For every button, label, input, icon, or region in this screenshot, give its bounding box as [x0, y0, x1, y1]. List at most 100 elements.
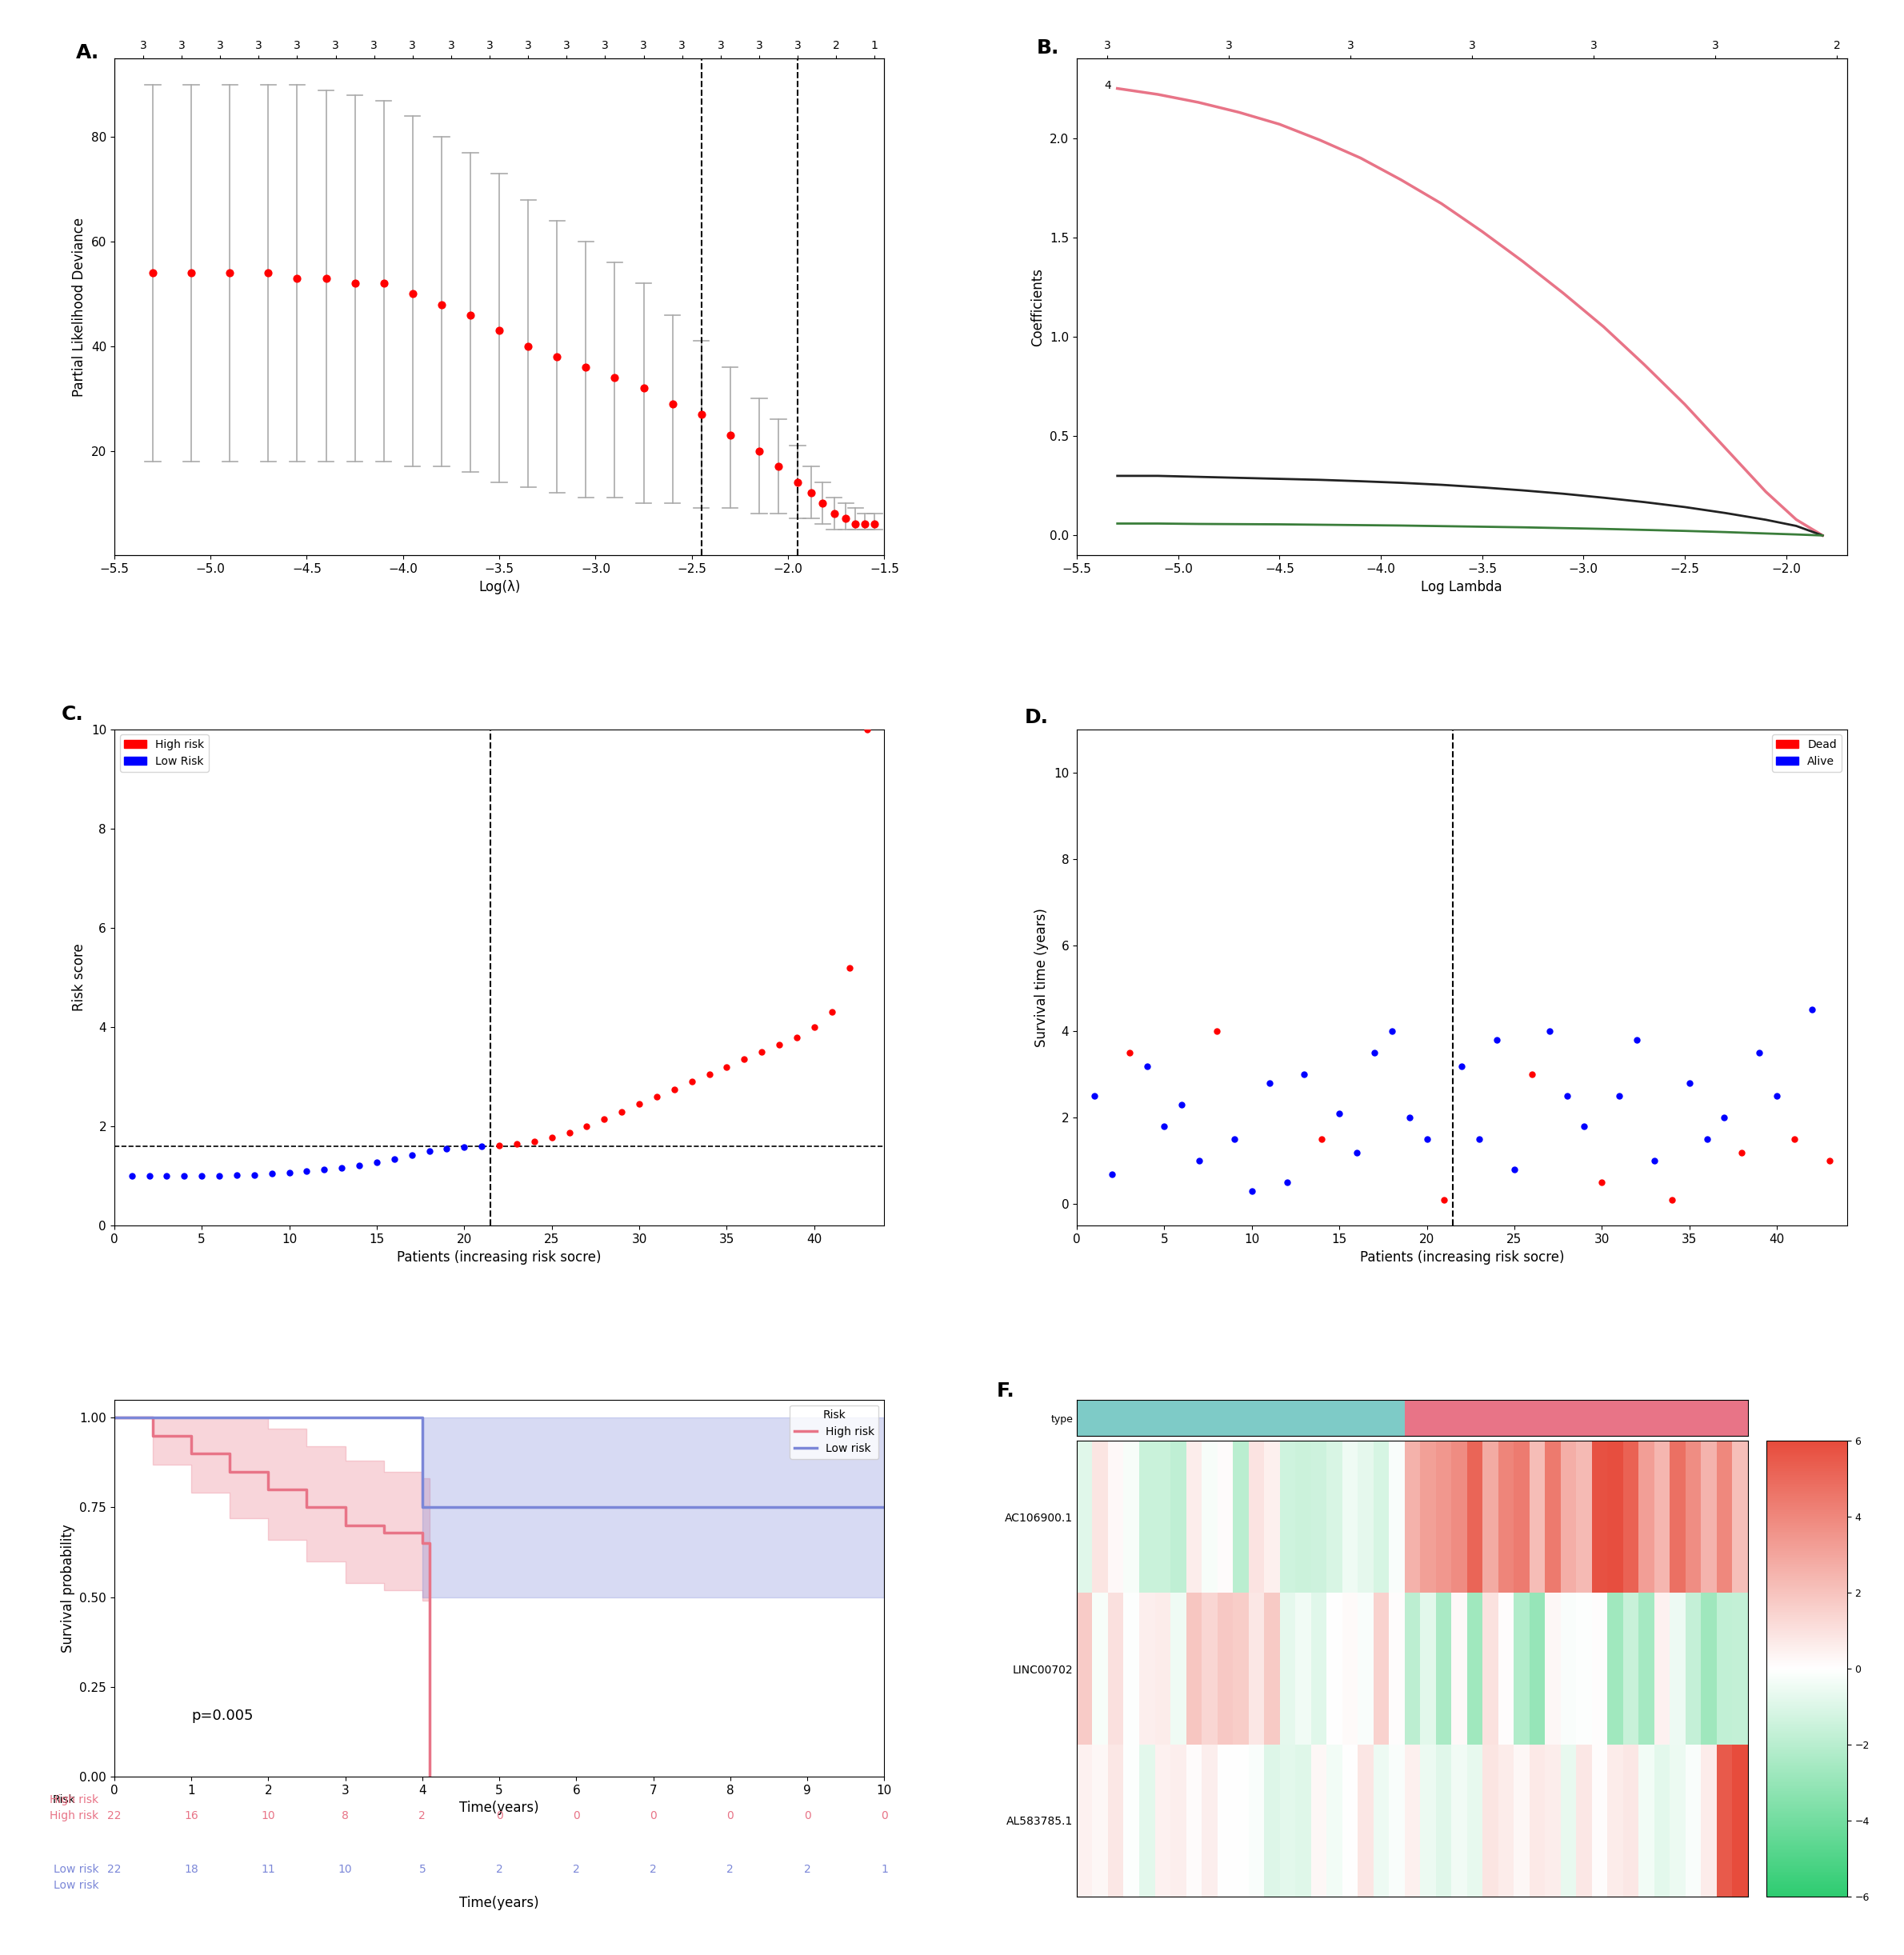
Low Risk: [187, 1161, 217, 1193]
Dead: [1727, 1136, 1757, 1167]
Point: [426, 289, 457, 321]
Legend: Dead, Alive: Dead, Alive: [1773, 735, 1841, 772]
Low risk: [642, 1496, 664, 1519]
Low Risk: [413, 1136, 444, 1167]
Low risk: [103, 1406, 126, 1429]
Low risk: [487, 1496, 510, 1519]
Point: [455, 299, 486, 330]
Text: 2: 2: [803, 1863, 811, 1875]
Text: 4: 4: [1104, 80, 1112, 90]
Low Risk: [466, 1130, 497, 1161]
Text: Low risk: Low risk: [53, 1863, 99, 1875]
High risk: [103, 1406, 126, 1429]
Low Risk: [326, 1151, 356, 1183]
Line: High risk: High risk: [114, 1417, 430, 1777]
Low Risk: [152, 1161, 183, 1193]
Alive: [1255, 1067, 1285, 1099]
High risk: [411, 1531, 434, 1554]
Y-axis label: Risk score: Risk score: [72, 944, 86, 1011]
High risk: [764, 1028, 794, 1060]
Y-axis label: Survival time (years): Survival time (years): [1034, 907, 1049, 1048]
Dead: [1778, 1124, 1809, 1155]
High risk: [373, 1521, 396, 1544]
Line: Low risk: Low risk: [114, 1417, 883, 1507]
Low risk: [179, 1406, 202, 1429]
Low Risk: [221, 1159, 251, 1191]
Point: [600, 362, 630, 393]
High risk: [554, 1116, 585, 1148]
Alive: [1289, 1060, 1319, 1091]
Low Risk: [240, 1159, 270, 1191]
Point: [716, 420, 746, 452]
Low Risk: [274, 1157, 305, 1189]
High risk: [295, 1496, 318, 1519]
Text: F.: F.: [996, 1382, 1015, 1400]
High risk: [607, 1097, 638, 1128]
Text: High risk: High risk: [50, 1795, 99, 1804]
High risk: [817, 997, 847, 1028]
Point: [840, 508, 870, 540]
Alive: [1377, 1017, 1407, 1048]
Low Risk: [133, 1161, 164, 1193]
Text: 0: 0: [803, 1810, 811, 1822]
Point: [137, 258, 168, 289]
Point: [571, 352, 602, 383]
High risk: [179, 1441, 202, 1464]
Text: 2: 2: [495, 1863, 503, 1875]
Alive: [1184, 1146, 1215, 1177]
Alive: [1481, 1024, 1512, 1056]
Low Risk: [169, 1161, 200, 1193]
Text: 0: 0: [727, 1810, 733, 1822]
Text: C.: C.: [61, 704, 84, 723]
Text: 10: 10: [339, 1863, 352, 1875]
Low Risk: [432, 1134, 463, 1165]
Alive: [1080, 1081, 1110, 1112]
Point: [685, 399, 716, 430]
Dead: [1114, 1038, 1144, 1069]
Text: 8: 8: [341, 1810, 348, 1822]
High risk: [520, 1126, 550, 1157]
Alive: [1797, 995, 1828, 1026]
Point: [512, 330, 543, 362]
Point: [628, 371, 659, 403]
Low Risk: [204, 1159, 234, 1191]
Alive: [1150, 1110, 1180, 1142]
High risk: [484, 1130, 514, 1161]
Text: p=0.005: p=0.005: [190, 1709, 253, 1722]
Alive: [1236, 1175, 1266, 1206]
Alive: [1691, 1124, 1721, 1155]
Text: 11: 11: [261, 1863, 276, 1875]
X-axis label: Log Lambda: Log Lambda: [1420, 579, 1502, 594]
Text: 0: 0: [882, 1810, 887, 1822]
Alive: [1167, 1089, 1198, 1120]
Alive: [1622, 1024, 1653, 1056]
Text: 2: 2: [419, 1810, 426, 1822]
Text: 0: 0: [495, 1810, 503, 1822]
Point: [796, 477, 826, 508]
Alive: [1761, 1081, 1792, 1112]
Alive: [1552, 1081, 1582, 1112]
Alive: [1464, 1124, 1495, 1155]
Point: [819, 499, 849, 530]
Alive: [1131, 1050, 1161, 1081]
Point: [543, 340, 573, 371]
Point: [310, 262, 341, 293]
Low Risk: [257, 1157, 288, 1189]
Low risk: [720, 1496, 743, 1519]
Alive: [1710, 1103, 1740, 1134]
Text: 5: 5: [419, 1863, 426, 1875]
Alive: [1744, 1038, 1775, 1069]
X-axis label: Time(years): Time(years): [459, 1801, 539, 1814]
High risk: [851, 714, 882, 745]
Point: [484, 315, 514, 346]
Low Risk: [308, 1153, 339, 1185]
High risk: [537, 1122, 567, 1153]
High risk: [588, 1103, 619, 1134]
Alive: [1219, 1124, 1249, 1155]
Text: A.: A.: [76, 43, 99, 63]
Text: B.: B.: [1036, 39, 1059, 59]
Low Risk: [362, 1148, 392, 1179]
X-axis label: Patients (increasing risk socre): Patients (increasing risk socre): [398, 1249, 602, 1265]
Dead: [1586, 1167, 1616, 1198]
Alive: [1535, 1017, 1565, 1048]
